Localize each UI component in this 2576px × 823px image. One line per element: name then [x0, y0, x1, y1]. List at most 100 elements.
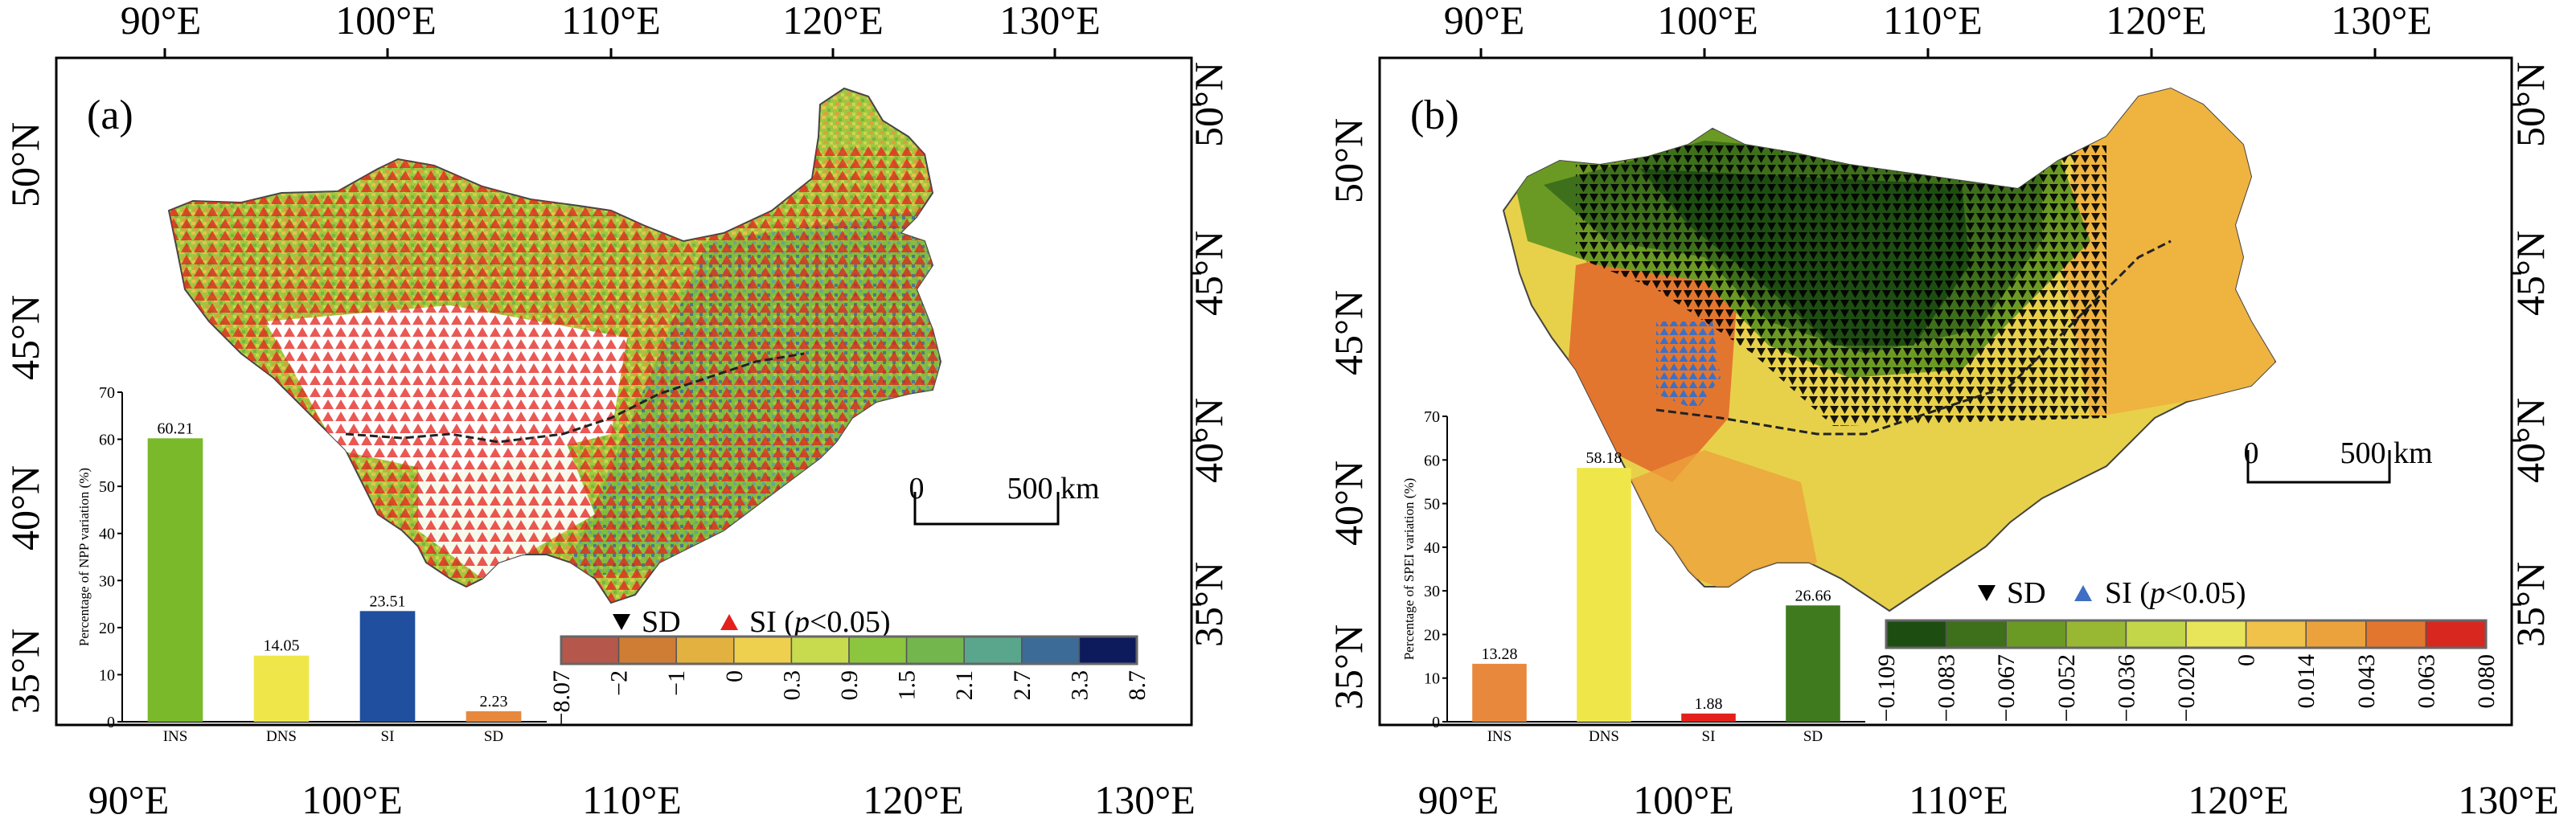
left-lat-label: 50°N: [2, 122, 47, 207]
left-lat-label: 35°N: [2, 629, 47, 714]
colorbar-tick-label: −2: [606, 670, 633, 696]
sd-marker-icon: [613, 614, 630, 630]
bar: [1681, 713, 1736, 722]
bar-category-label: INS: [163, 728, 188, 745]
right-lat-ticks: [1192, 103, 1201, 606]
bar-category-label: DNS: [1589, 728, 1619, 745]
bar-value-label: 26.66: [1795, 587, 1832, 604]
bottom-lon-label: 130°E: [1094, 777, 1196, 822]
colorbar-tick-label: −0.052: [2053, 654, 2080, 722]
right-lat-label: 35°N: [1186, 562, 1231, 647]
top-lon-label: 130°E: [999, 0, 1101, 43]
y-tick-label: 20: [99, 620, 115, 637]
right-lat-label: 35°N: [2508, 562, 2553, 647]
bottom-lon-label: 90°E: [1418, 777, 1499, 822]
top-lon-label: 120°E: [782, 0, 884, 43]
bar-category-label: DNS: [266, 728, 297, 745]
right-lat-label: 50°N: [1186, 62, 1231, 147]
top-lon-label: 110°E: [1883, 0, 1983, 43]
colorbar-tick-label: 0: [2233, 654, 2260, 666]
y-tick-label: 70: [99, 384, 115, 402]
panel-b: 90°E 100°E 110°E 120°E 130°E 90°E 100°E …: [1326, 0, 2559, 822]
bar: [147, 438, 203, 722]
bar-value-label: 2.23: [480, 693, 508, 710]
legend-sd: SD: [2007, 576, 2046, 610]
colorbar-segment: [675, 636, 735, 665]
y-tick-label: 60: [99, 432, 115, 449]
y-tick-label: 30: [1424, 583, 1440, 600]
bottom-lon-label: 130°E: [2458, 777, 2559, 822]
colorbar-tick-label: 0.014: [2293, 654, 2320, 709]
y-tick-label: 0: [107, 714, 115, 731]
legend: SD SI (p<0.05): [613, 605, 891, 639]
colorbar-tick-label: 0.063: [2413, 654, 2439, 709]
top-lon-label: 100°E: [1657, 0, 1758, 43]
right-lat-label: 40°N: [2508, 398, 2553, 483]
top-lon-label: 130°E: [2331, 0, 2432, 43]
bar-category-label: SI: [381, 728, 395, 745]
bottom-lon-label: 90°E: [88, 777, 170, 822]
y-tick-label: 40: [1424, 539, 1440, 557]
colorbar-tick-label: −8.07: [548, 670, 575, 726]
bar-category-label: SD: [484, 728, 503, 745]
colorbar-border: [1885, 619, 2488, 649]
y-tick-label: 50: [99, 478, 115, 496]
bar-value-label: 60.21: [158, 420, 194, 437]
left-lat-label: 40°N: [1326, 461, 1371, 546]
panel-label: (b): [1410, 92, 1459, 138]
legend: SD SI (p<0.05): [1978, 576, 2246, 610]
colorbar-segment: [2125, 620, 2187, 649]
bar: [1577, 468, 1631, 722]
colorbar-segment: [617, 636, 677, 665]
left-lat-label: 45°N: [1326, 290, 1371, 375]
scale-distance: 500 km: [2340, 436, 2432, 470]
right-lat-label: 40°N: [1186, 398, 1231, 483]
y-tick-label: 30: [99, 572, 115, 590]
colorbar-segment: [963, 636, 1023, 665]
y-axis-title: Percentage of SPEI variation (%): [1401, 478, 1417, 661]
colorbar: −0.109 −0.083 −0.067 −0.052 −0.036 −0.020 0 0.0…: [1873, 619, 2500, 722]
bar-category-label: SD: [1803, 728, 1823, 745]
panel-label: (a): [87, 92, 133, 138]
panel-a: 90°E 100°E 110°E 120°E 130°E 90°E 100°E …: [2, 0, 1231, 822]
colorbar-segment: [2065, 620, 2127, 649]
colorbar-segment: [905, 636, 965, 665]
boundary-dashed: [345, 352, 805, 444]
bar: [466, 710, 522, 722]
bar-value-label: 13.28: [1482, 645, 1518, 663]
bar: [253, 655, 310, 722]
y-tick-label: 10: [1424, 670, 1440, 688]
y-tick-label: 60: [1424, 452, 1440, 469]
y-tick-label: 50: [1424, 496, 1440, 514]
colorbar-segment: [2305, 620, 2367, 649]
colorbar-tick-label: 0: [721, 670, 748, 682]
right-lat-label: 50°N: [2508, 62, 2553, 147]
colorbar-segment: [2005, 620, 2067, 649]
legend-sd: SD: [642, 605, 681, 639]
colorbar-segment: [1078, 636, 1138, 665]
colorbar: −8.07 −2 −1 0 0.3 0.9 1.5 2.1 2.7 3.3 8.7: [548, 635, 1151, 726]
top-lon-ticks: [163, 48, 1056, 58]
si-marker-icon: [2074, 585, 2092, 601]
top-lon-label: 110°E: [561, 0, 661, 43]
colorbar-tick-label: −0.109: [1873, 654, 1900, 722]
y-axis-title: Percentage of NPP variation (%): [76, 468, 92, 646]
bottom-lon-label: 120°E: [863, 777, 964, 822]
colorbar-tick-label: −0.083: [1934, 654, 1960, 722]
right-lat-ticks: [2512, 103, 2521, 606]
bottom-lon-label: 110°E: [582, 777, 682, 822]
study-region-map: [1502, 87, 2277, 612]
colorbar-tick-label: −0.067: [1993, 654, 2020, 722]
scale-zero: 0: [909, 472, 925, 506]
bar: [1472, 663, 1527, 722]
colorbar-tick-label: 1.5: [894, 670, 921, 701]
colorbar-segment: [848, 636, 908, 665]
colorbar-tick-label: 0.3: [778, 670, 805, 701]
bar: [1786, 605, 1840, 722]
bar-value-label: 14.05: [264, 637, 300, 655]
legend-si: SI (p<0.05): [749, 605, 891, 639]
y-tick-label: 70: [1424, 408, 1440, 426]
colorbar-tick-label: 0.9: [836, 670, 863, 701]
bar-value-label: 1.88: [1695, 695, 1723, 713]
left-lat-label: 40°N: [2, 465, 47, 551]
